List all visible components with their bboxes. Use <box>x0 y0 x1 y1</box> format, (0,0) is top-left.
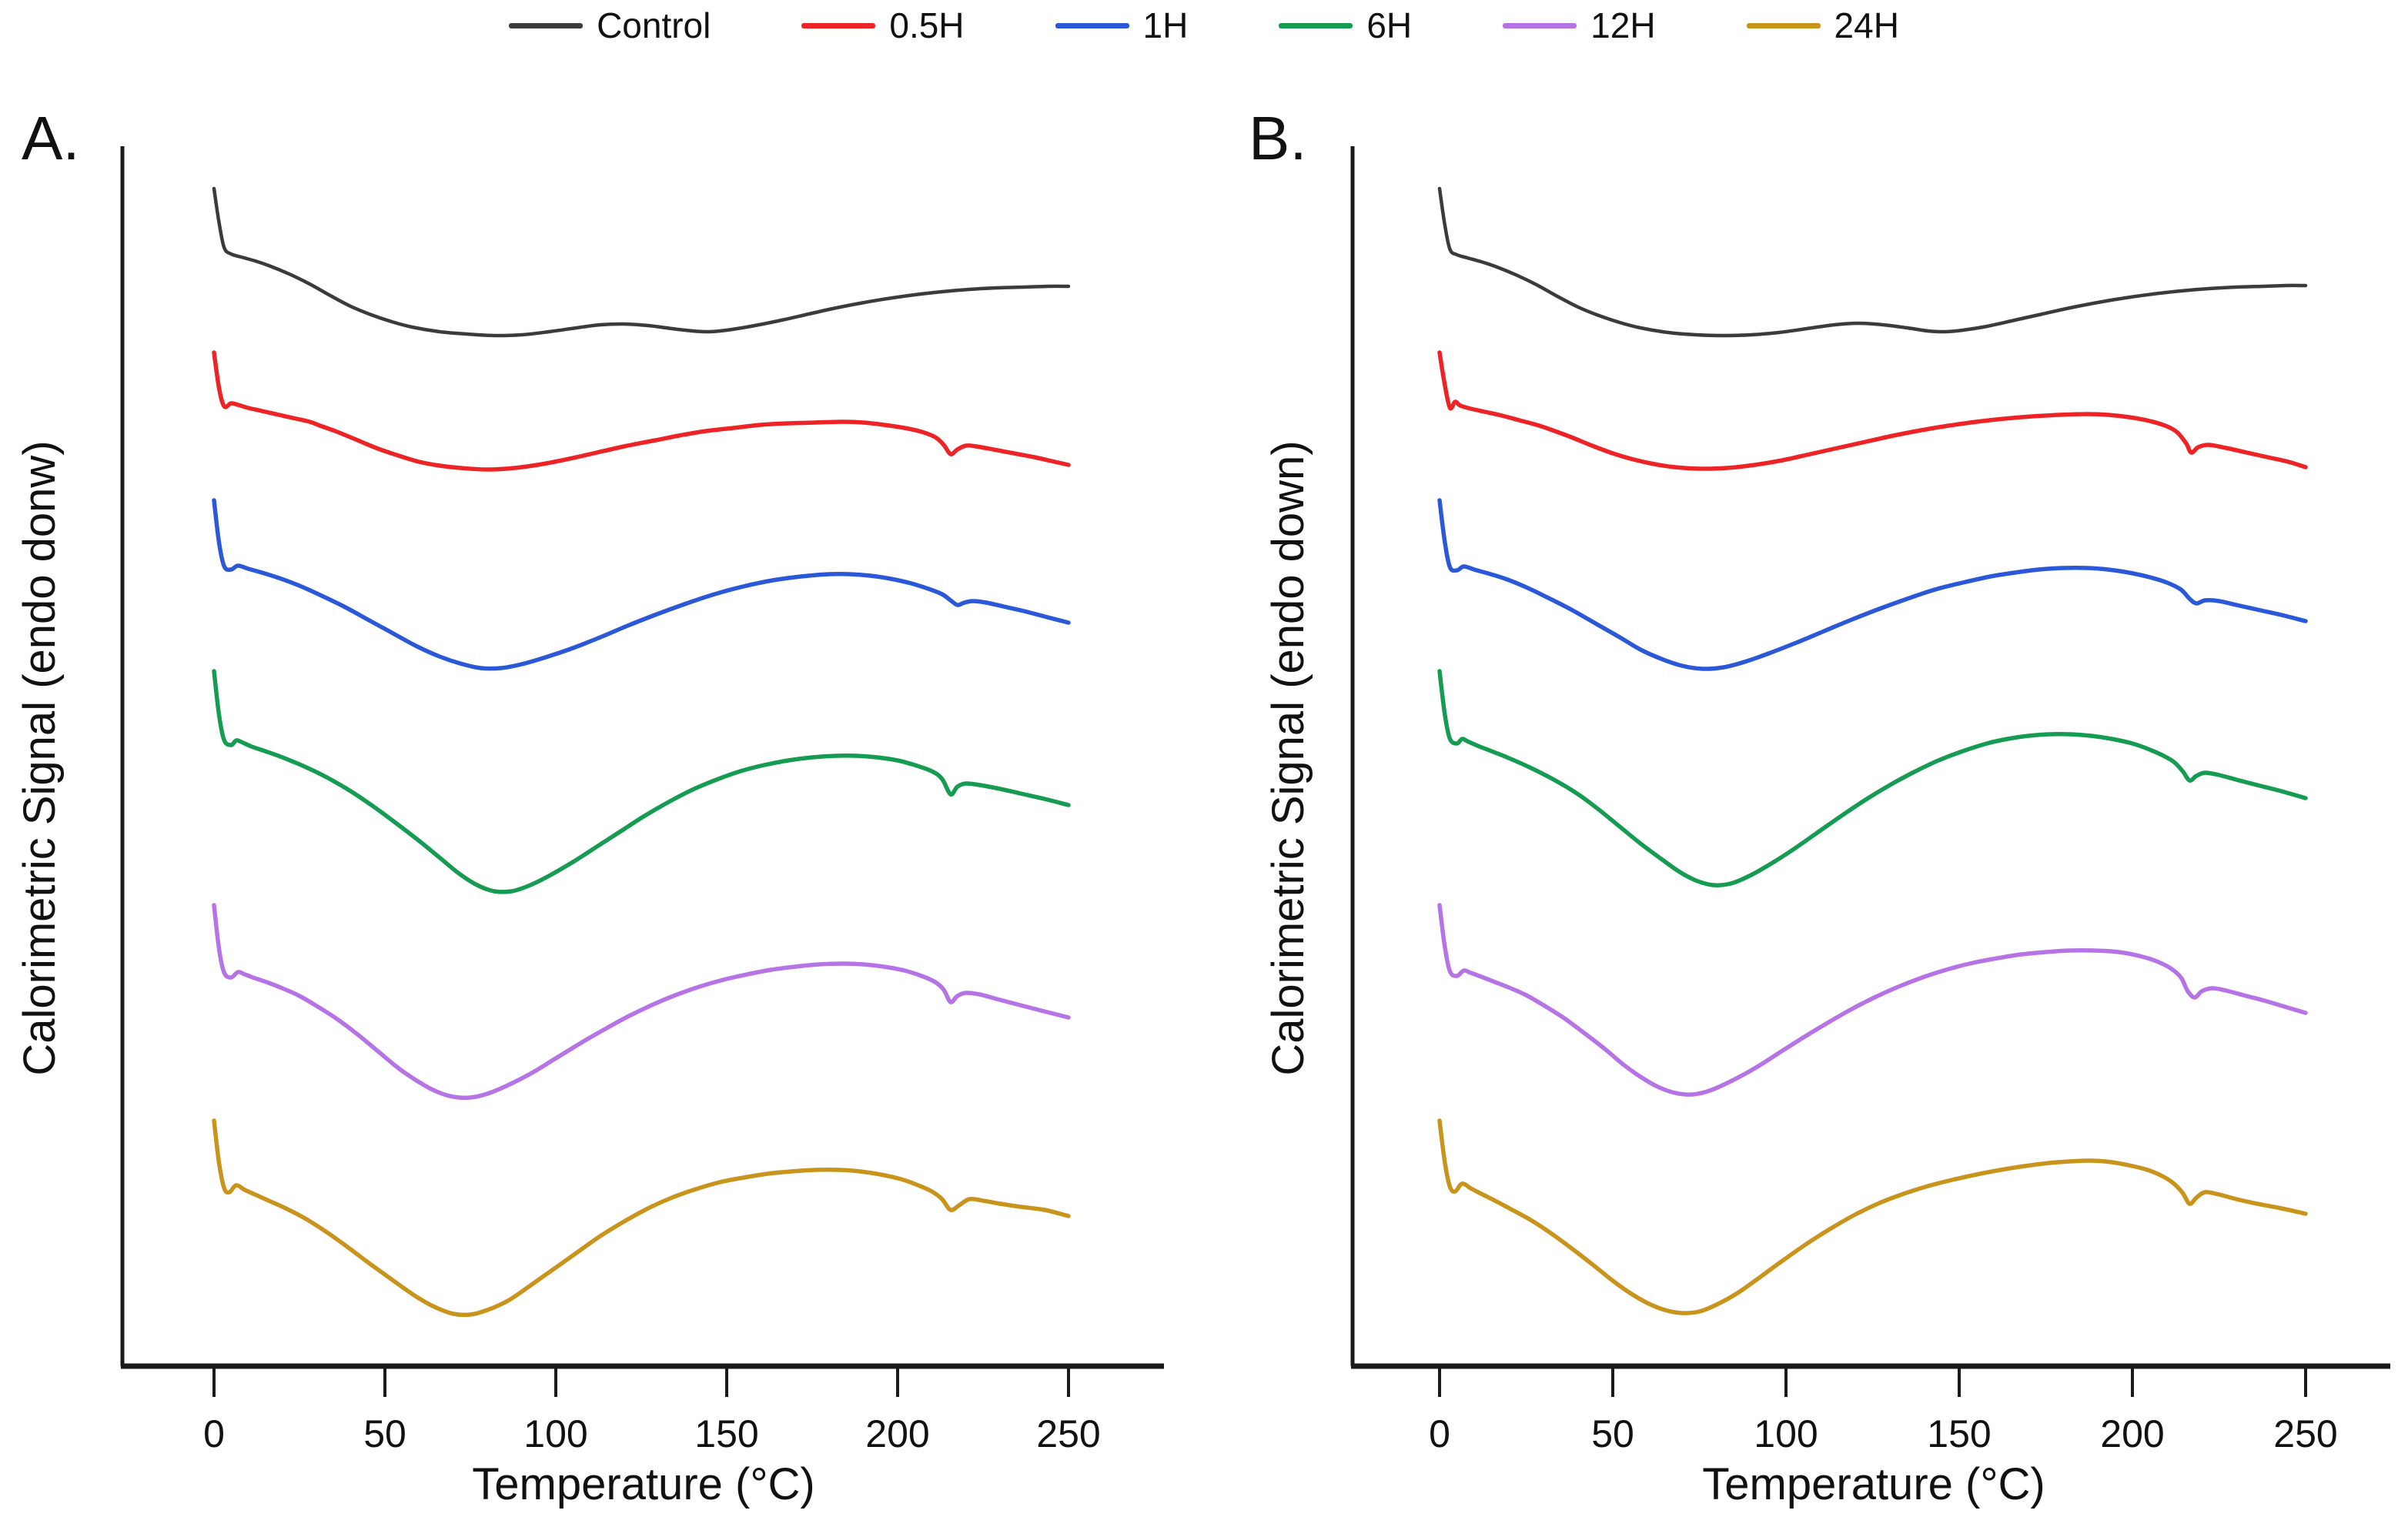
x-axis-tick-label: 250 <box>1036 1412 1100 1455</box>
curve-12h <box>1437 903 2308 1097</box>
six-hour-line-swatch-icon <box>1279 22 1353 28</box>
legend: Control 0.5H 1H 6H 12H 24H <box>0 8 2408 43</box>
legend-label: 1H <box>1142 5 1189 45</box>
legend-label: 24H <box>1834 5 1899 45</box>
panel-b-label: B. <box>1249 104 1307 172</box>
x-axis-tick-label: 250 <box>2273 1412 2337 1455</box>
x-axis-tick-label: 100 <box>523 1412 587 1455</box>
legend-label: 0.5H <box>889 5 965 45</box>
control-line-swatch-icon <box>509 22 584 28</box>
panel-b-y-axis-title: Calorimetric Signal (endo down) <box>1263 440 1313 1076</box>
curve-0.5h <box>1437 350 2308 471</box>
panel-a-label: A. <box>22 104 80 172</box>
legend-item-12h: 12H <box>1503 5 1656 45</box>
twentyfour-hour-line-swatch-icon <box>1746 22 1821 28</box>
curve-1h <box>1437 498 2308 671</box>
x-axis-tick-label: 0 <box>203 1412 225 1455</box>
legend-item-control: Control <box>509 8 711 43</box>
curve-6h <box>1437 669 2308 887</box>
x-axis-tick-label: 0 <box>1429 1412 1450 1455</box>
curve-24h <box>1437 1118 2308 1315</box>
legend-item-24h: 24H <box>1746 5 1899 45</box>
legend-item-1h: 1H <box>1055 5 1189 45</box>
half-hour-line-swatch-icon <box>801 22 876 28</box>
twelve-hour-line-swatch-icon <box>1503 22 1577 28</box>
x-axis-tick-label: 50 <box>1591 1412 1634 1455</box>
x-axis-tick-label: 100 <box>1754 1412 1818 1455</box>
panel-a-x-axis-title: Temperature (°C) <box>472 1459 815 1509</box>
legend-item-6h: 6H <box>1279 8 1412 43</box>
legend-item-0-5h: 0.5H <box>801 5 965 45</box>
legend-label: 12H <box>1590 5 1656 45</box>
one-hour-line-swatch-icon <box>1055 22 1129 28</box>
curve-0.5h <box>212 350 1071 472</box>
x-axis-tick-label: 50 <box>363 1412 406 1455</box>
curve-control <box>212 186 1071 338</box>
panel-a-y-axis-title: Calorimetric Signal (endo donw) <box>15 440 65 1076</box>
curve-control <box>1437 186 2308 338</box>
curve-1h <box>212 498 1071 671</box>
x-axis-tick-label: 200 <box>2100 1412 2164 1455</box>
legend-label: Control <box>597 5 711 45</box>
curve-12h <box>212 903 1071 1101</box>
x-axis-tick-label: 200 <box>865 1412 929 1455</box>
legend-label: 6H <box>1366 5 1413 45</box>
panel-b-x-axis-title: Temperature (°C) <box>1702 1459 2045 1509</box>
x-axis-tick-label: 150 <box>694 1412 758 1455</box>
curve-24h <box>212 1118 1071 1318</box>
x-axis-tick-label: 150 <box>1927 1412 1991 1455</box>
curve-6h <box>212 669 1071 894</box>
